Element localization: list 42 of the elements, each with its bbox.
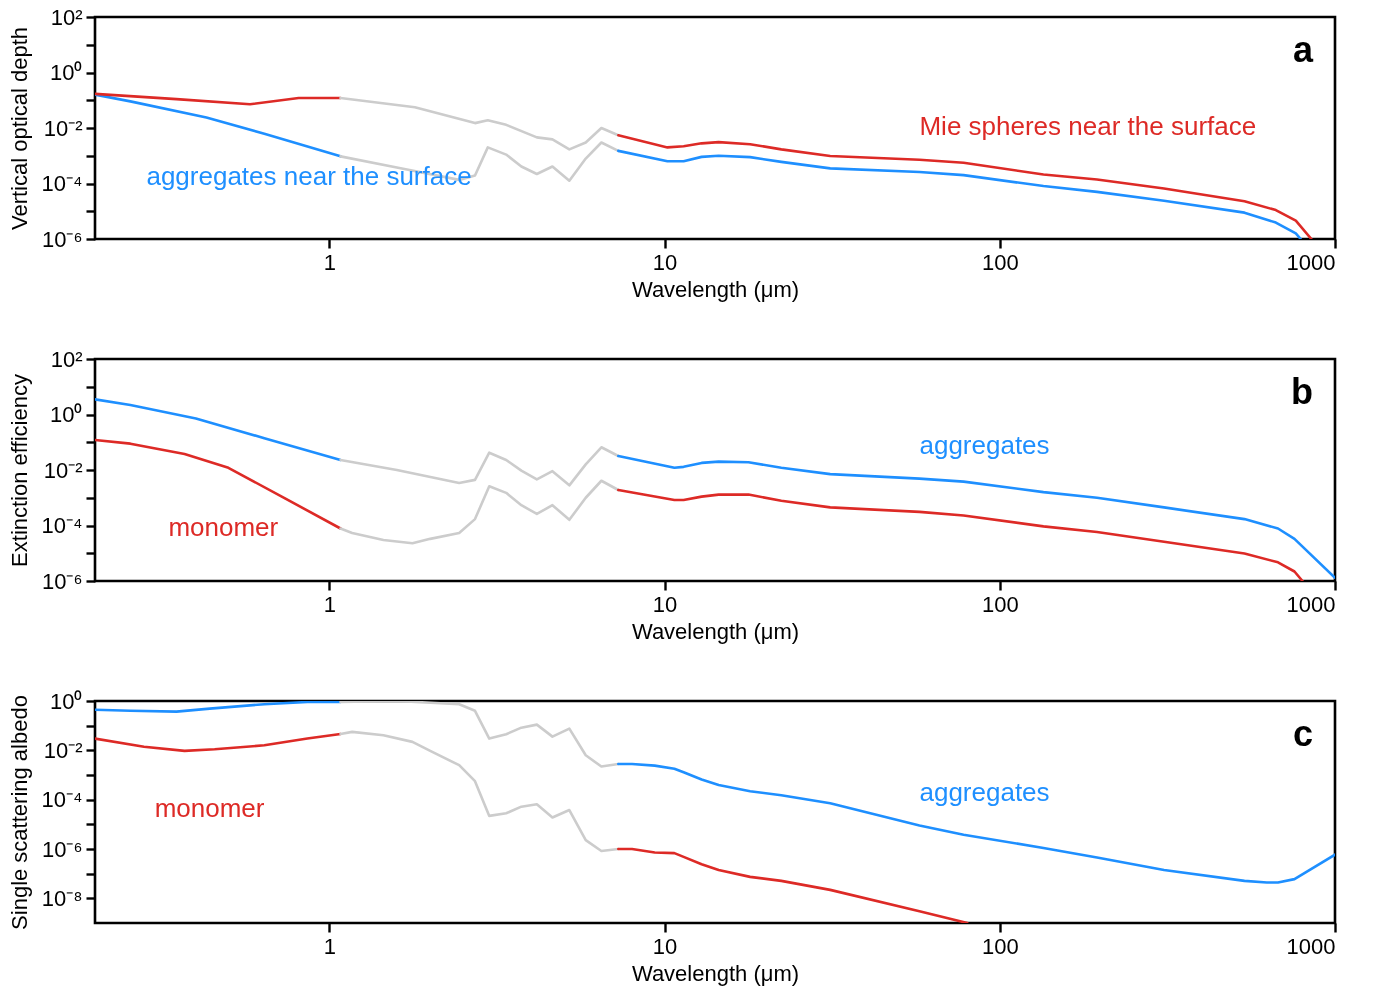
y-tick-label: 10² xyxy=(50,4,83,30)
x-tick-label: 1 xyxy=(323,249,336,275)
y-tick-label: 10⁻⁶ xyxy=(41,226,83,252)
x-axis-title: Wavelength (μm) xyxy=(631,618,800,644)
y-axis-title: Extinction efficiency xyxy=(6,374,32,567)
annotation: c xyxy=(1292,713,1313,754)
series-label: Mie spheres near the surface xyxy=(919,110,1257,141)
y-tick-label: 10⁻⁶ xyxy=(41,568,83,594)
x-axis-title: Wavelength (μm) xyxy=(631,276,800,302)
series-label: aggregates near the surface xyxy=(146,161,472,192)
y-tick-label: 10⁻⁴ xyxy=(41,513,83,538)
series-label: monomer xyxy=(168,511,279,542)
y-tick-label: 10⁰ xyxy=(50,402,83,427)
annotation: a xyxy=(1292,29,1314,70)
annotation: b xyxy=(1291,371,1313,412)
x-tick-label: 10 xyxy=(652,249,678,275)
y-tick-label: 10⁻⁸ xyxy=(41,885,83,911)
x-tick-label: 10 xyxy=(652,933,678,959)
x-tick-label: 10 xyxy=(652,591,678,617)
x-tick-label: 100 xyxy=(981,591,1019,617)
y-tick-label: 10⁻⁴ xyxy=(41,171,83,196)
x-tick-label: 1000 xyxy=(1286,249,1336,275)
y-tick-label: 10⁻² xyxy=(43,737,83,763)
y-axis-title: Single scattering albedo xyxy=(6,695,32,930)
y-tick-label: 10⁻² xyxy=(43,115,83,141)
y-tick-label: 10² xyxy=(50,346,83,372)
y-tick-label: 10⁻² xyxy=(43,457,83,483)
x-tick-label: 1 xyxy=(323,933,336,959)
x-tick-label: 100 xyxy=(981,249,1019,275)
series-label: monomer xyxy=(154,793,265,824)
x-tick-label: 1000 xyxy=(1286,591,1336,617)
x-tick-label: 100 xyxy=(981,933,1019,959)
x-tick-label: 1 xyxy=(323,591,336,617)
y-axis-title: Vertical optical depth xyxy=(6,26,32,231)
x-axis-title: Wavelength (μm) xyxy=(631,960,800,986)
y-tick-label: 10⁰ xyxy=(50,688,83,714)
y-tick-label: 10⁻⁴ xyxy=(41,787,83,813)
y-tick-label: 10⁻⁶ xyxy=(41,836,83,862)
y-tick-label: 10⁰ xyxy=(50,60,83,85)
series-label: aggregates xyxy=(919,776,1050,807)
series-label: aggregates xyxy=(919,429,1050,460)
x-tick-label: 1000 xyxy=(1286,933,1336,959)
